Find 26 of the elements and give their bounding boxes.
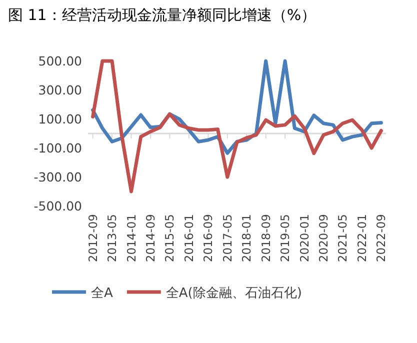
x-tick-label: 2020-01 — [297, 214, 312, 262]
x-tick-label: 2022-01 — [354, 214, 369, 262]
x-tick-label: 2013-05 — [105, 214, 120, 262]
legend-label: 全A — [91, 286, 113, 301]
x-tick-label: 2016-01 — [182, 214, 196, 262]
y-tick-label: -500.00 — [34, 198, 82, 214]
line-series — [91, 59, 383, 194]
y-tick-label: 500.00 — [38, 54, 82, 68]
x-tick-label: 2019-05 — [278, 214, 292, 262]
y-tick-label: -300.00 — [34, 170, 82, 184]
y-tick-label: 300.00 — [38, 82, 82, 98]
x-tick-label: 2018-01 — [240, 214, 254, 262]
x-tick-label: 2012-09 — [86, 214, 100, 262]
y-tick-label: 100.00 — [38, 112, 82, 126]
x-tick-label: 2022-09 — [374, 214, 388, 262]
x-tick-label: 2016-09 — [201, 214, 216, 262]
x-tick-label: 2014-09 — [143, 214, 158, 262]
x-tick-label: 2021-05 — [336, 214, 350, 262]
y-tick-label: -100.00 — [34, 140, 82, 156]
x-tick-label: 2020-09 — [316, 214, 331, 262]
chart-title: 图 11：经营活动现金流量净额同比增速（%） — [8, 6, 316, 24]
legend-label: 全A(除金融、石油石化) — [166, 286, 302, 301]
x-tick-label: 2017-05 — [220, 214, 234, 262]
x-tick-label: 2014-01 — [124, 214, 138, 262]
x-tick-label: 2018-09 — [258, 214, 273, 262]
x-tick-label: 2015-05 — [162, 214, 177, 262]
